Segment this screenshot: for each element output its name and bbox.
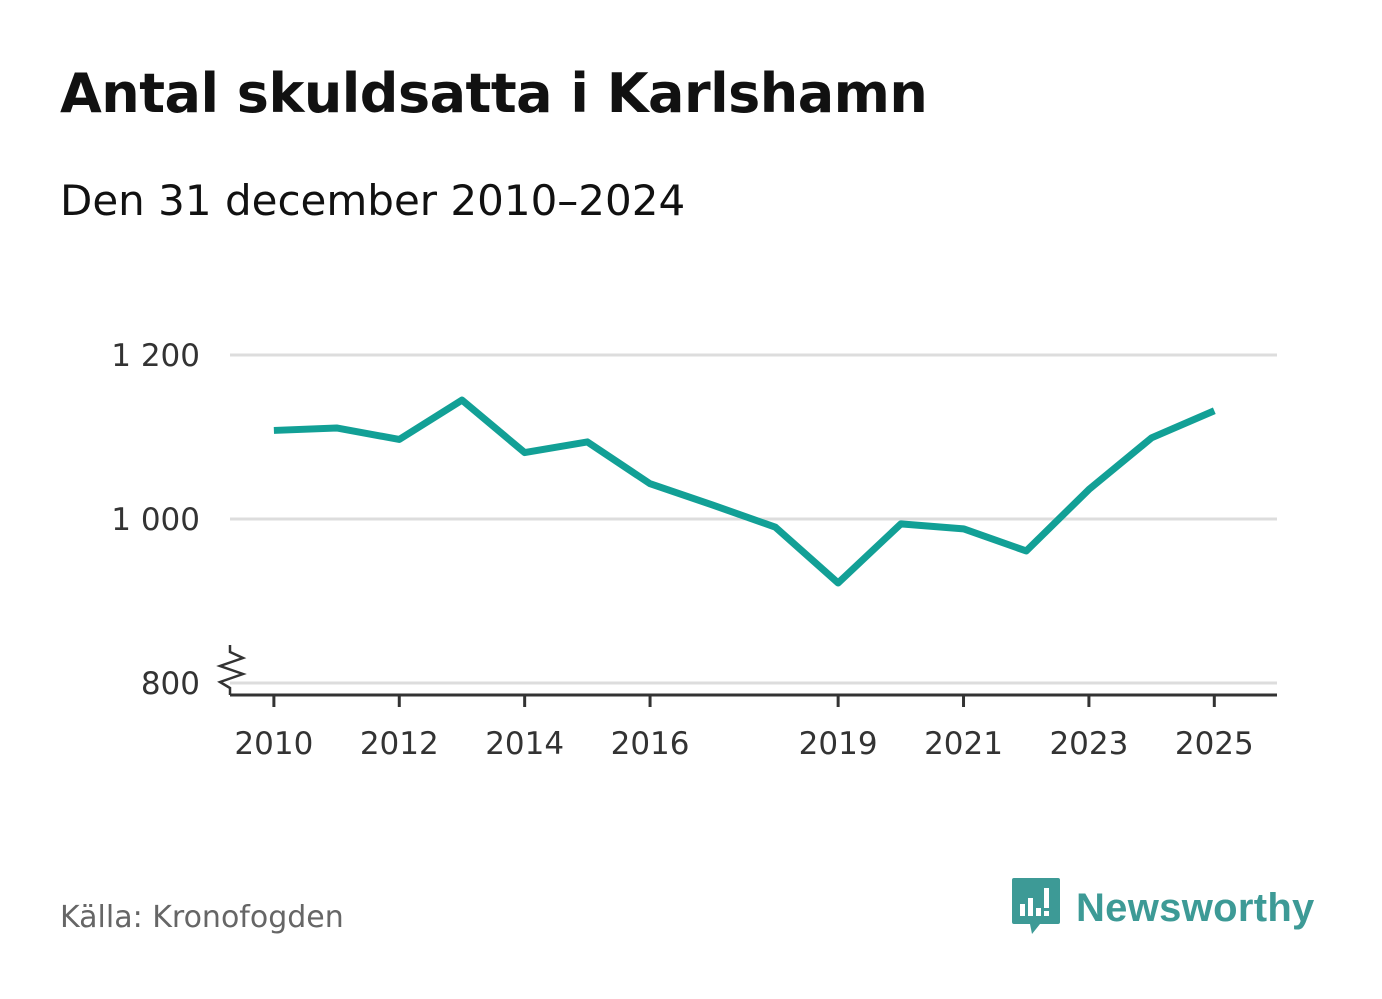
x-tick-label-2016: 2016 [611, 726, 690, 762]
brand-logo: Newsworthy [1010, 876, 1315, 940]
newsworthy-logo-icon [1012, 878, 1060, 934]
x-tick-label-2014: 2014 [485, 726, 564, 762]
source-note: Källa: Kronofogden [60, 900, 344, 935]
brand-name: Newsworthy [1076, 885, 1315, 930]
x-tick-label-2025: 2025 [1175, 726, 1254, 762]
x-tick-label-2012: 2012 [360, 726, 439, 762]
y-tick-label-1000: 1 000 [111, 502, 200, 538]
chart-title: Antal skuldsatta i Karlshamn [60, 62, 928, 125]
x-tick-label-2023: 2023 [1049, 726, 1128, 762]
axes [216, 645, 1277, 707]
x-tick-label-2010: 2010 [234, 726, 313, 762]
series-layer [273, 396, 1216, 587]
series-line-0 [273, 396, 1216, 587]
chart-subtitle: Den 31 december 2010–2024 [60, 176, 686, 225]
x-tick-label-2019: 2019 [799, 726, 878, 762]
x-tick-label-2021: 2021 [924, 726, 1003, 762]
y-tick-label-1200: 1 200 [111, 338, 200, 374]
x-tick-labels: 2010 2012 2014 2016 2019 2021 2023 2025 [234, 726, 1253, 762]
y-tick-label-800: 800 [141, 666, 200, 702]
y-axis-break-icon [216, 645, 247, 695]
y-tick-labels: 800 1 000 1 200 [111, 338, 200, 702]
